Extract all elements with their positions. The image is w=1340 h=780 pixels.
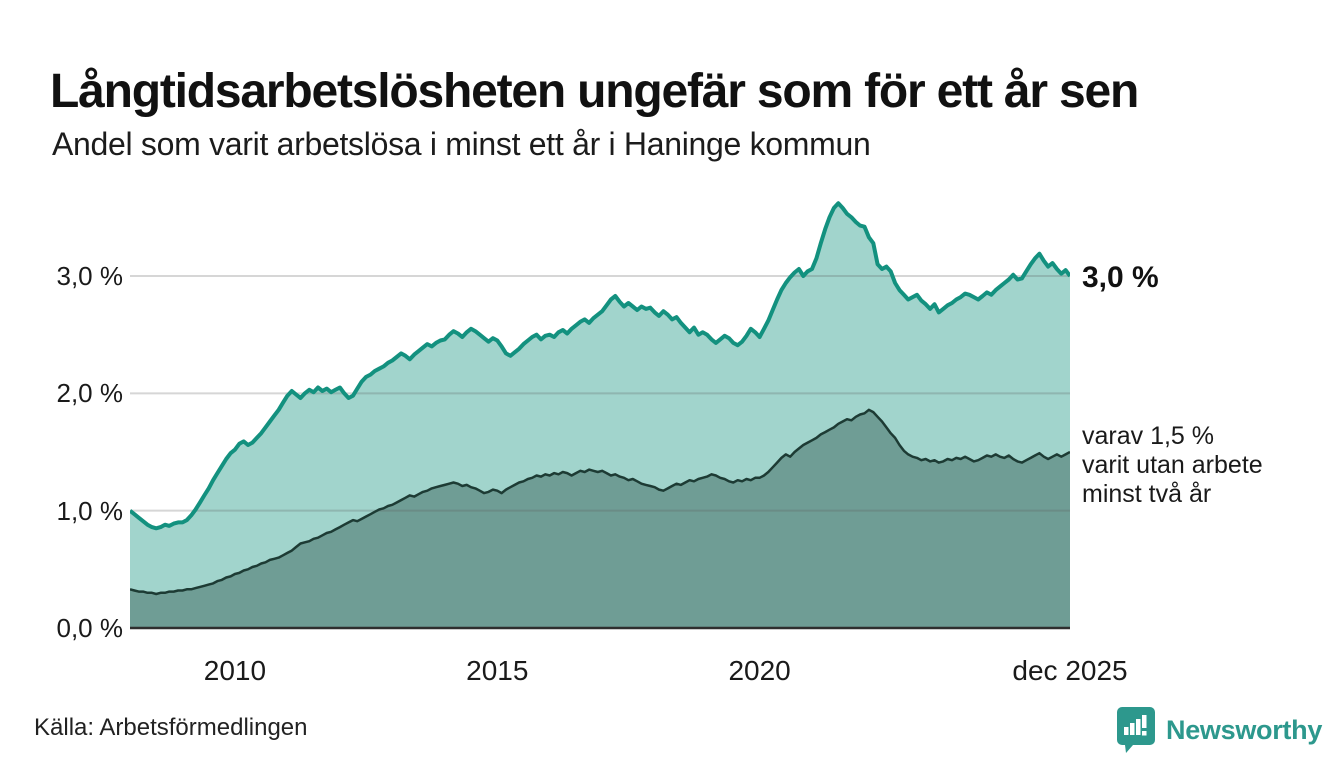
annotation-line-2: varit utan arbete bbox=[1082, 451, 1263, 479]
y-axis-tick-labels: 0,0 % 1,0 % 2,0 % 3,0 % bbox=[0, 0, 124, 700]
y-tick-30: 3,0 % bbox=[56, 261, 124, 291]
x-tick-dec-2025: dec 2025 bbox=[1012, 655, 1128, 686]
annotation-line-1: varav 1,5 % bbox=[1082, 422, 1215, 450]
line-varav-minst-tva-ar bbox=[129, 408, 1071, 596]
latest-value-label: 3,0 % bbox=[1082, 261, 1159, 294]
line-arbetslosa-minst-ett-ar bbox=[128, 201, 1072, 531]
plot-area bbox=[128, 178, 1072, 633]
area-chart bbox=[128, 201, 1072, 630]
y-tick-00: 0,0 % bbox=[56, 613, 124, 643]
logo-bar-2 bbox=[1130, 723, 1135, 735]
chart-title: Långtidsarbetslösheten ungefär som för e… bbox=[50, 65, 1139, 119]
newsworthy-logo-text: Newsworthy bbox=[1166, 714, 1323, 745]
x-axis-tick-labels: 2010 2015 2020 dec 2025 bbox=[130, 655, 1128, 695]
logo-exclamation-stem bbox=[1142, 715, 1147, 728]
source-note: Källa: Arbetsförmedlingen bbox=[34, 714, 308, 741]
y-tick-20: 2,0 % bbox=[56, 378, 124, 409]
newsworthy-logo: Newsworthy bbox=[1116, 706, 1322, 754]
logo-bar-1 bbox=[1124, 727, 1129, 735]
x-tick-2015: 2015 bbox=[466, 655, 529, 686]
logo-exclamation-dot bbox=[1142, 731, 1147, 736]
chart-subtitle: Andel som varit arbetslösa i minst ett å… bbox=[52, 126, 871, 162]
y-tick-10: 1,0 % bbox=[56, 495, 124, 526]
x-tick-2020: 2020 bbox=[728, 655, 791, 686]
newsworthy-logo-icon bbox=[1117, 707, 1155, 753]
x-tick-2010: 2010 bbox=[203, 655, 267, 686]
two-year-annotation: varav 1,5 % varit utan arbete minst två … bbox=[1082, 422, 1263, 509]
area-fill-varav-minst-tva-ar bbox=[130, 409, 1070, 628]
annotation-line-3: minst två år bbox=[1082, 480, 1212, 508]
logo-bar-3 bbox=[1136, 719, 1141, 735]
